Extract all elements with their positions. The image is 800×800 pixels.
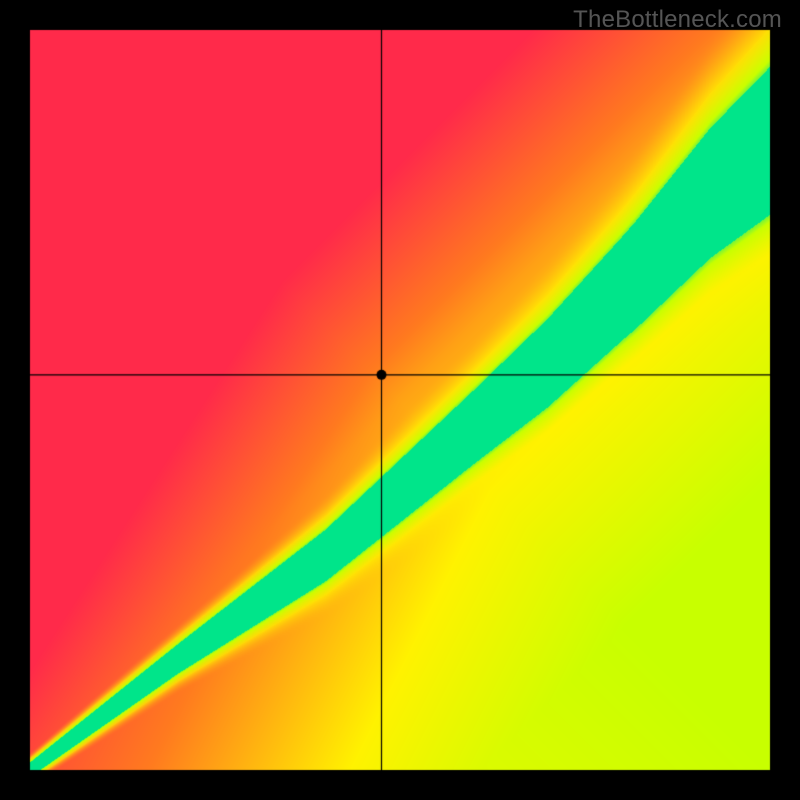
chart-container: TheBottleneck.com bbox=[0, 0, 800, 800]
bottleneck-heatmap bbox=[0, 0, 800, 800]
watermark-text: TheBottleneck.com bbox=[573, 6, 782, 34]
